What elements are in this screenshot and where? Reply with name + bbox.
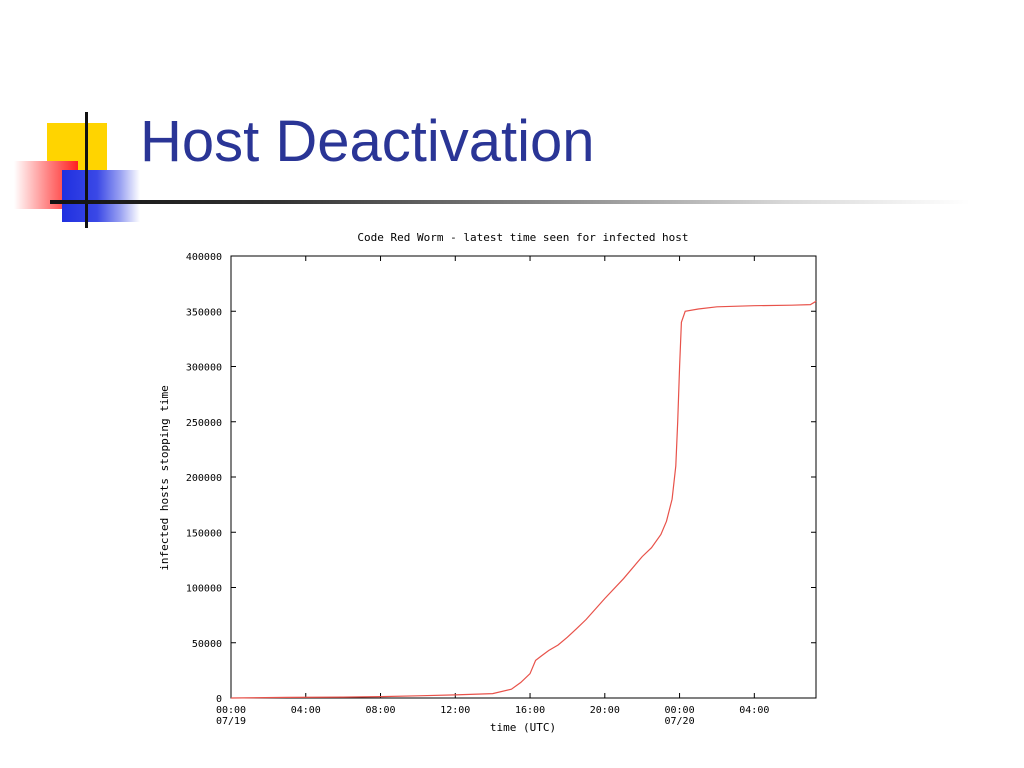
x-tick-label: 08:00 (365, 705, 395, 716)
title-underline-rule (50, 200, 970, 204)
y-tick-label: 50000 (192, 639, 222, 650)
series-line (230, 300, 817, 699)
x-tick-label: 16:00 (515, 705, 545, 716)
x-tick-label: 00:00 (216, 705, 246, 716)
y-tick-label: 0 (216, 694, 222, 705)
y-tick-label: 350000 (186, 307, 222, 318)
x-tick-date-label: 07/20 (665, 716, 695, 727)
x-tick-label: 00:00 (665, 705, 695, 716)
blue-square-decoration (62, 170, 140, 222)
slide-title: Host Deactivation (140, 109, 595, 174)
y-tick-label: 200000 (186, 473, 222, 484)
x-tick-label: 04:00 (291, 705, 321, 716)
y-tick-label: 250000 (186, 418, 222, 429)
y-axis: 0 50000 100000 150000 200000 250000 300000 3500… (186, 252, 816, 705)
x-tick-label: 20:00 (590, 705, 620, 716)
y-tick-label: 100000 (186, 584, 222, 595)
y-tick-label: 400000 (186, 252, 222, 263)
chart-title: Code Red Worm - latest time seen for inf… (357, 231, 688, 244)
vertical-rule (85, 112, 88, 228)
x-axis-label: time (UTC) (490, 721, 556, 734)
x-tick-label: 12:00 (440, 705, 470, 716)
x-tick-date-label: 07/19 (216, 716, 246, 727)
y-axis-label: infected hosts stopping time (158, 385, 171, 570)
plot-frame (230, 255, 817, 699)
y-tick-label: 300000 (186, 363, 222, 374)
x-tick-label: 04:00 (739, 705, 769, 716)
y-tick-label: 150000 (186, 528, 222, 539)
